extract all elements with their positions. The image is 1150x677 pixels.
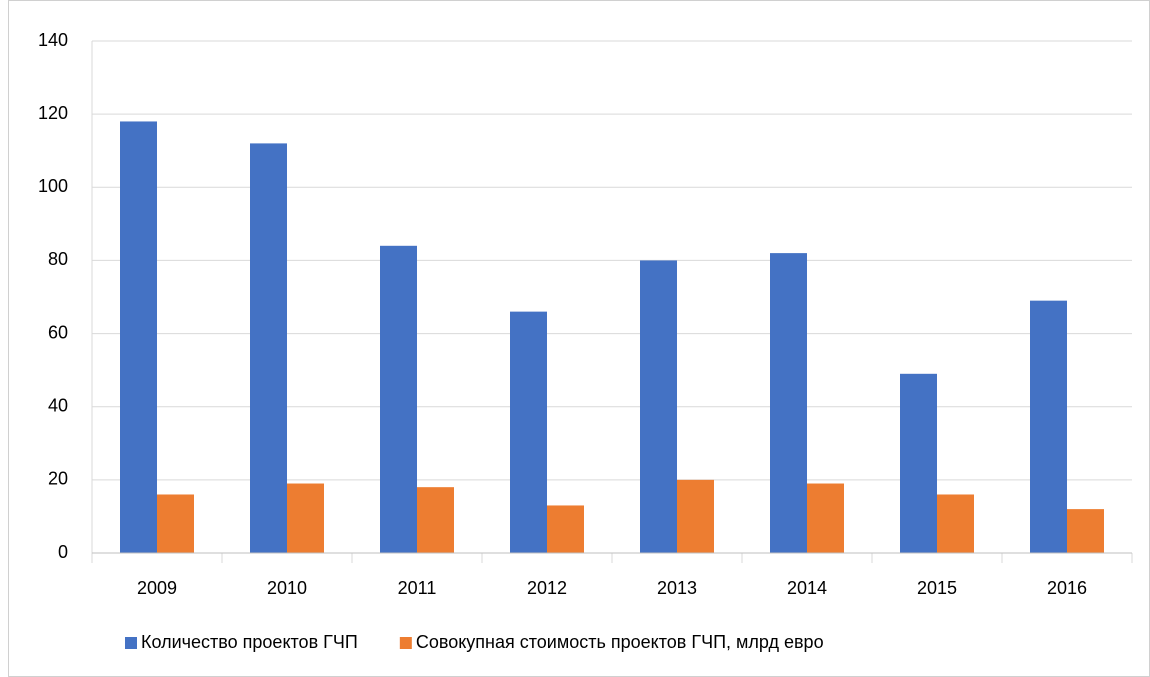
y-tick-label: 0: [58, 542, 68, 562]
x-tick-label: 2011: [398, 578, 437, 598]
x-tick-label: 2012: [527, 578, 567, 598]
legend-label: Количество проектов ГЧП: [141, 632, 358, 652]
bar: [417, 487, 454, 553]
x-tick-label: 2009: [137, 578, 177, 598]
bar: [900, 373, 937, 553]
x-tick-label: 2014: [787, 578, 827, 598]
y-tick-label: 120: [38, 103, 68, 123]
bar: [547, 505, 584, 553]
bar: [380, 245, 417, 554]
bar: [807, 483, 844, 553]
bar: [1067, 509, 1104, 553]
bar: [510, 311, 547, 553]
x-tick-label: 2015: [917, 578, 957, 598]
bar: [120, 121, 157, 553]
bar: [640, 260, 677, 553]
x-tick-label: 2010: [267, 578, 307, 598]
y-tick-label: 80: [48, 249, 68, 269]
y-tick-label: 100: [38, 176, 68, 196]
x-tick-label: 2013: [657, 578, 697, 598]
bar: [287, 483, 324, 553]
bar: [250, 143, 287, 553]
chart-border: [8, 0, 1150, 677]
y-tick-label: 140: [38, 30, 68, 50]
y-tick-label: 20: [48, 469, 68, 489]
y-tick-label: 60: [48, 322, 68, 342]
bar: [770, 253, 807, 553]
x-tick-label: 2016: [1047, 578, 1087, 598]
bar: [157, 494, 194, 553]
legend-label: Совокупная стоимость проектов ГЧП, млрд …: [416, 632, 824, 652]
bar: [677, 479, 714, 553]
legend-swatch: [125, 637, 137, 649]
bar: [1030, 300, 1067, 553]
bar: [937, 494, 974, 553]
y-tick-label: 40: [48, 395, 68, 415]
legend-swatch: [399, 637, 412, 649]
